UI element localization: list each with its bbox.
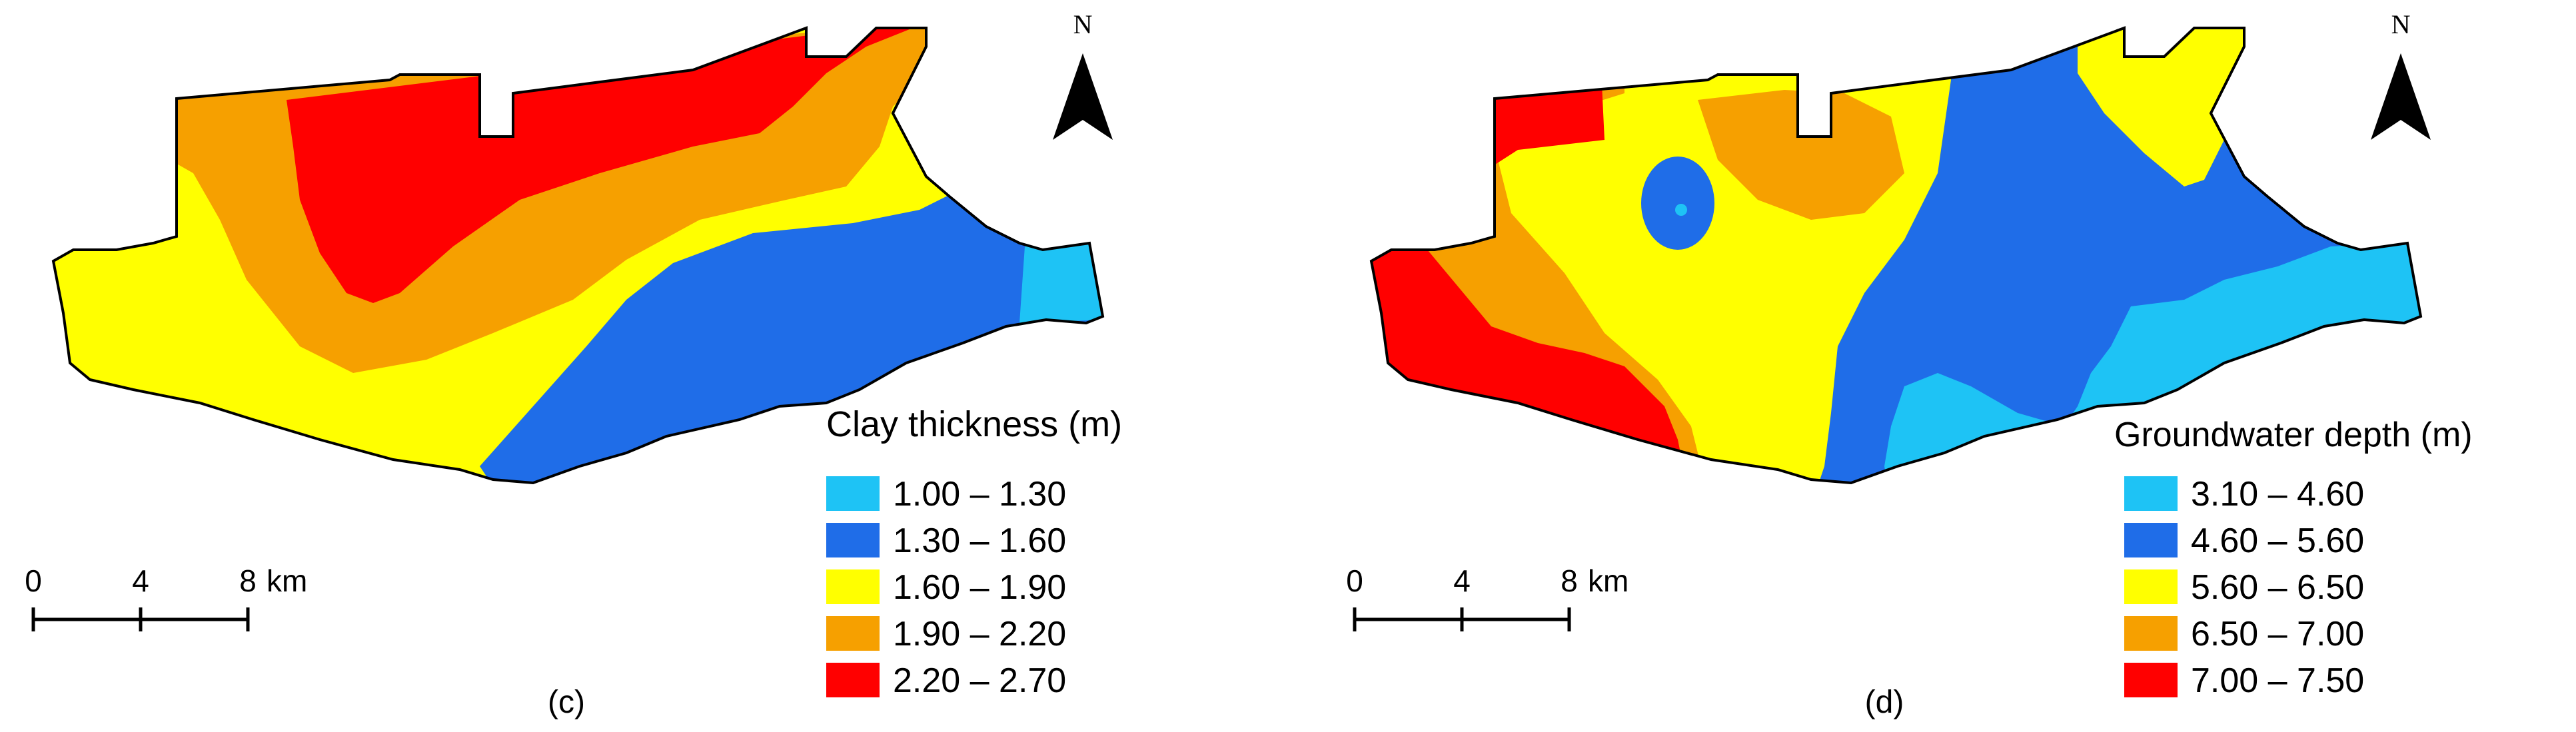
scale-unit: km: [1588, 563, 1628, 598]
legend-title: Clay thickness (m): [826, 404, 1122, 444]
panel-caption: (d): [1865, 685, 1904, 720]
north-arrow-icon: [1053, 53, 1113, 140]
legend-item: 2.20 – 2.70: [826, 661, 1066, 700]
legend-swatch: [2124, 616, 2178, 651]
legend-item: 1.30 – 1.60: [826, 522, 1066, 560]
legend-swatch: [826, 476, 880, 511]
north-label: N: [1073, 9, 1093, 39]
legend-swatch: [826, 523, 880, 557]
legend-item: 1.00 – 1.30: [826, 475, 1066, 514]
legend-label: 1.60 – 1.90: [893, 568, 1066, 607]
legend-item: 5.60 – 6.50: [2124, 568, 2364, 607]
zone-5.60-6.50-ne: [2078, 28, 2251, 186]
panel-c: N 0 4 8 km Clay thickness (m) 1.00 – 1.3…: [25, 9, 1122, 720]
zone-4.60-5.60-pocket: [1641, 157, 1714, 250]
panel-d: N 0 4 8 km Groundwater depth (m) 3.10 – …: [1346, 9, 2473, 720]
legend-label: 6.50 – 7.00: [2191, 615, 2364, 653]
legend-swatch: [826, 663, 880, 697]
clay-thickness-map: [53, 28, 1103, 483]
legend-label: 2.20 – 2.70: [893, 661, 1066, 700]
legend-label: 5.60 – 6.50: [2191, 568, 2364, 607]
zone-1.00-1.30: [1019, 240, 1103, 323]
zone-2.20-2.70: [287, 28, 933, 303]
legend-item: 1.90 – 2.20: [826, 615, 1066, 653]
legend-swatch: [2124, 569, 2178, 604]
north-arrow: N: [1053, 9, 1113, 140]
scale-bar: 0 4 8 km: [25, 563, 307, 631]
scale-tick-4: 4: [1453, 563, 1471, 598]
legend-label: 1.90 – 2.20: [893, 615, 1066, 653]
legend-swatch: [2124, 523, 2178, 557]
zone-3.10-4.60-pocket: [1675, 204, 1687, 216]
legend-label: 7.00 – 7.50: [2191, 661, 2364, 700]
scale-unit: km: [267, 563, 307, 598]
legend-label: 4.60 – 5.60: [2191, 522, 2364, 560]
legend-item: 4.60 – 5.60: [2124, 522, 2364, 560]
legend-label: 3.10 – 4.60: [2191, 475, 2364, 514]
legend: Clay thickness (m) 1.00 – 1.30 1.30 – 1.…: [826, 404, 1122, 700]
panel-caption: (c): [548, 685, 585, 720]
legend-item: 1.60 – 1.90: [826, 568, 1066, 607]
north-arrow: N: [2371, 9, 2431, 140]
legend-title: Groundwater depth (m): [2114, 416, 2473, 454]
legend: Groundwater depth (m) 3.10 – 4.60 4.60 –…: [2114, 416, 2473, 700]
scale-tick-4: 4: [132, 563, 149, 598]
north-arrow-icon: [2371, 53, 2431, 140]
legend-swatch: [2124, 476, 2178, 511]
legend-label: 1.30 – 1.60: [893, 522, 1066, 560]
scale-tick-8: 8: [239, 563, 257, 598]
zone-6.50-7.00-ne: [1485, 280, 1578, 320]
scale-tick-8: 8: [1561, 563, 1578, 598]
legend-swatch: [826, 616, 880, 651]
legend-item: 7.00 – 7.50: [2124, 661, 2364, 700]
north-label: N: [2391, 9, 2411, 39]
legend-item: 3.10 – 4.60: [2124, 475, 2364, 514]
scale-bar: 0 4 8 km: [1346, 563, 1628, 631]
scale-tick-0: 0: [1346, 563, 1363, 598]
legend-label: 1.00 – 1.30: [893, 475, 1066, 514]
zone-6.50-7.00-n: [1698, 90, 1904, 220]
legend-item: 6.50 – 7.00: [2124, 615, 2364, 653]
scale-tick-0: 0: [25, 563, 42, 598]
legend-swatch: [2124, 663, 2178, 697]
legend-swatch: [826, 569, 880, 604]
